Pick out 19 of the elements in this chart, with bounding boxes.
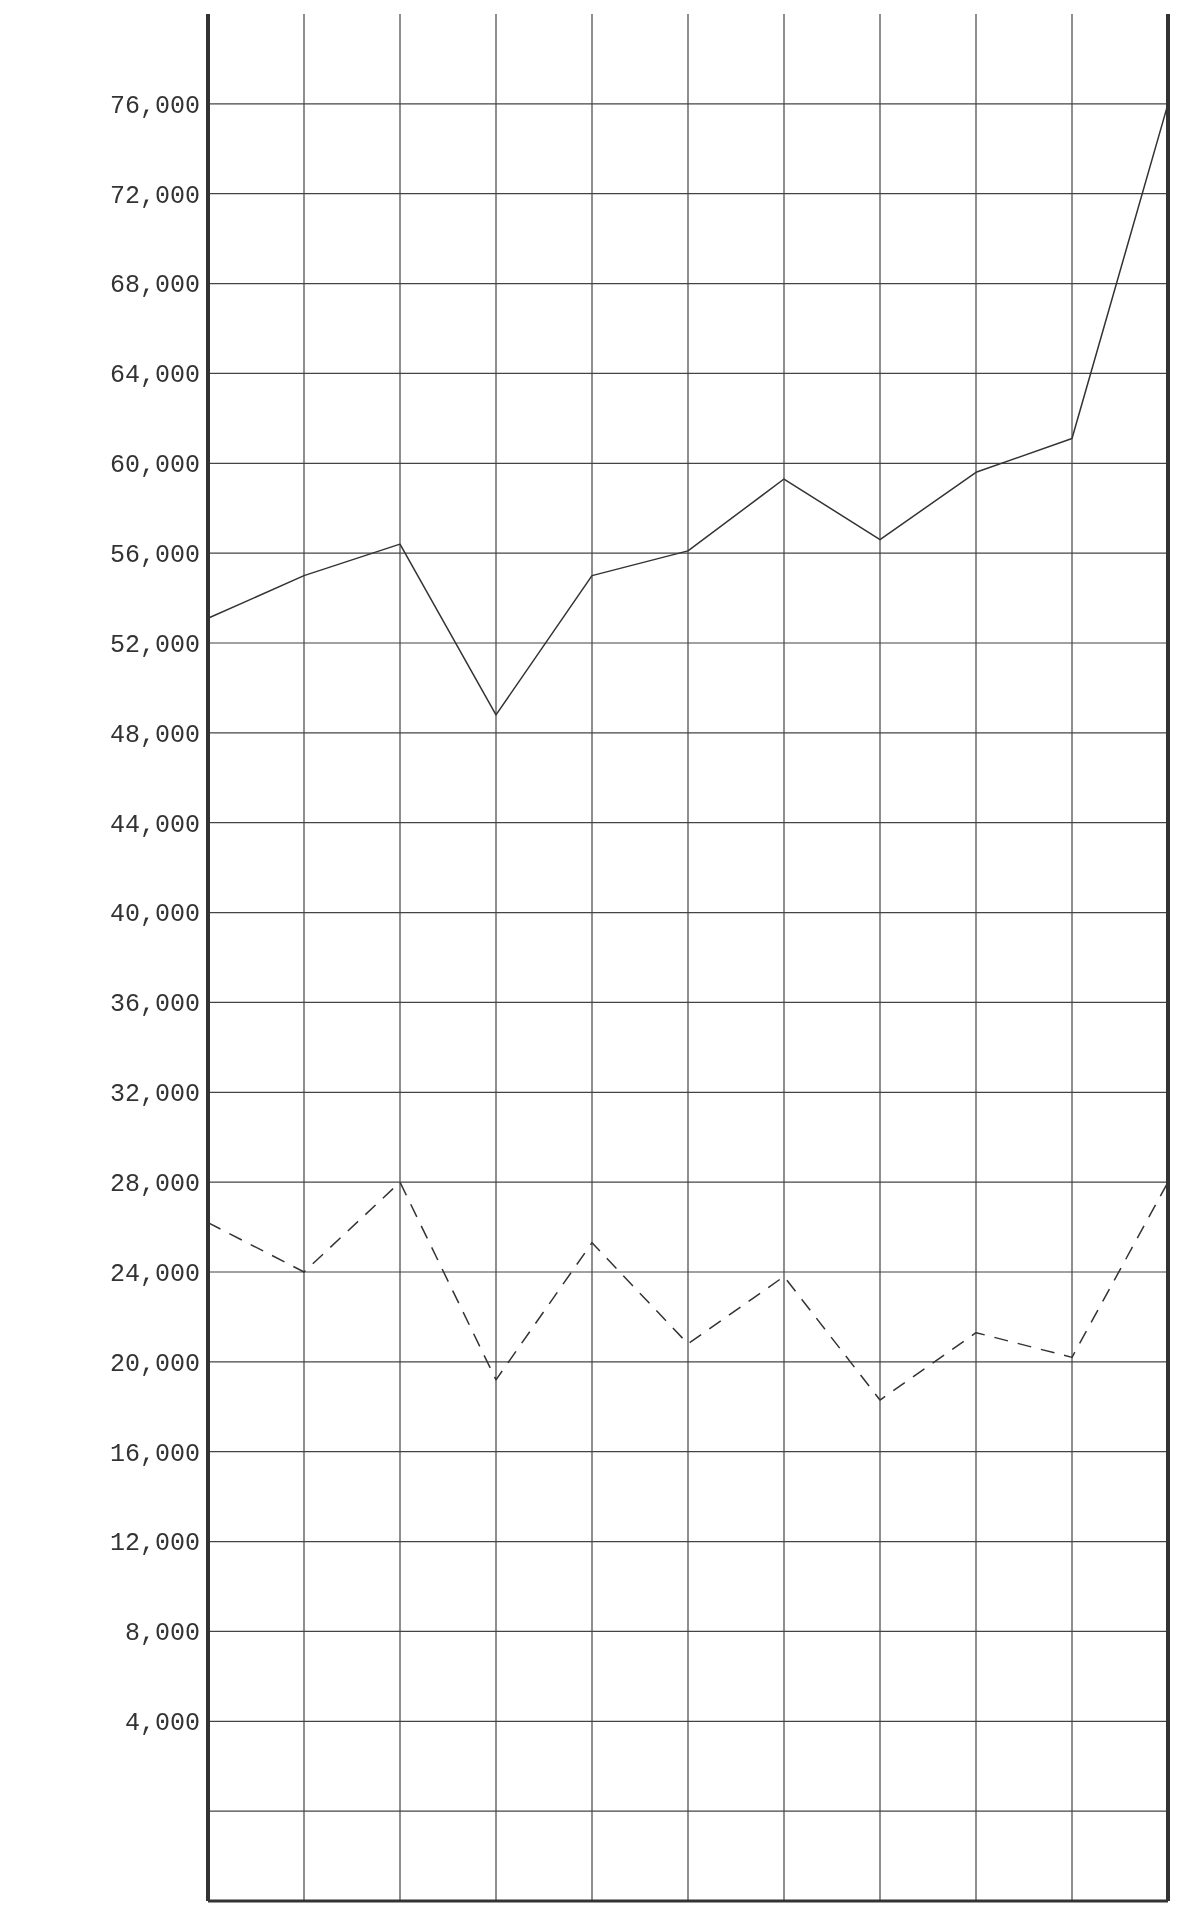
y-tick-label: 40,000 bbox=[109, 900, 200, 930]
y-tick-label: 4,000 bbox=[124, 1709, 200, 1739]
y-tick-label: 32,000 bbox=[109, 1080, 200, 1110]
y-tick-label: 72,000 bbox=[109, 181, 200, 211]
y-tick-label: 44,000 bbox=[109, 810, 200, 840]
y-tick-label: 16,000 bbox=[109, 1439, 200, 1469]
y-tick-label: 36,000 bbox=[109, 990, 200, 1020]
y-tick-label: 64,000 bbox=[109, 361, 200, 391]
y-tick-label: 48,000 bbox=[109, 720, 200, 750]
y-tick-label: 56,000 bbox=[109, 541, 200, 571]
y-tick-label: 76,000 bbox=[109, 91, 200, 121]
y-tick-label: 20,000 bbox=[109, 1349, 200, 1379]
y-tick-label: 28,000 bbox=[109, 1170, 200, 1200]
y-tick-label: 60,000 bbox=[109, 451, 200, 481]
y-tick-label: 12,000 bbox=[109, 1529, 200, 1559]
y-tick-label: 68,000 bbox=[109, 271, 200, 301]
y-tick-label: 24,000 bbox=[109, 1259, 200, 1289]
y-tick-label: 8,000 bbox=[124, 1619, 200, 1649]
y-tick-label: 52,000 bbox=[109, 630, 200, 660]
